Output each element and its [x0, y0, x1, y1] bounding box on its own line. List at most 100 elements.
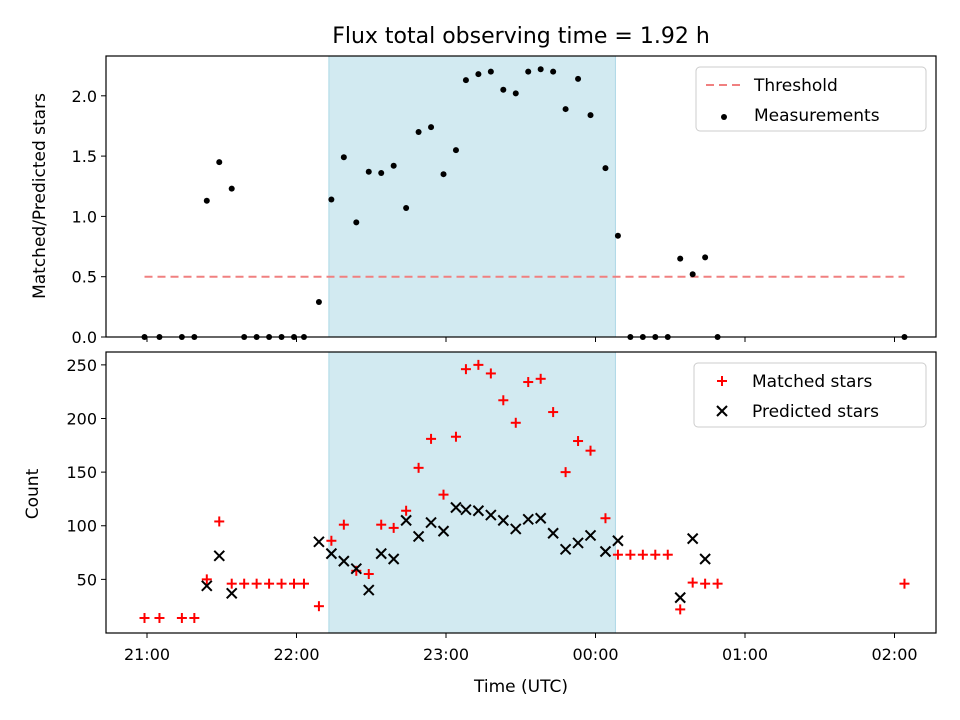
data-point	[328, 196, 335, 203]
data-point	[154, 612, 165, 623]
data-point	[525, 68, 532, 75]
y-tick-label: 100	[66, 517, 97, 536]
data-point	[313, 601, 324, 612]
data-point	[702, 254, 709, 261]
data-point	[573, 436, 584, 447]
data-point	[437, 525, 450, 537]
data-point	[264, 578, 275, 589]
data-point	[559, 543, 572, 556]
legend-label: Predicted stars	[752, 402, 879, 422]
x-marker-b	[400, 514, 412, 527]
data-point	[176, 612, 187, 623]
y-tick-label: 1.5	[72, 147, 97, 166]
y-tick-label: 0.0	[72, 328, 97, 347]
data-point	[612, 549, 623, 560]
x-marker-b	[450, 501, 462, 514]
data-point	[376, 519, 387, 530]
x-marker-b	[313, 536, 325, 548]
data-point	[415, 128, 422, 135]
data-point	[585, 445, 596, 456]
data-point	[213, 550, 225, 562]
x-marker-b	[522, 513, 534, 526]
data-point	[712, 578, 723, 589]
data-point	[473, 359, 484, 370]
data-point	[298, 578, 309, 589]
x-marker-b	[213, 550, 225, 562]
data-point	[450, 431, 461, 442]
data-point	[686, 532, 699, 545]
x-marker-b	[599, 545, 612, 558]
data-point	[325, 547, 338, 560]
bottom-y-axis-label: Count	[23, 468, 43, 519]
x-marker-b	[559, 543, 572, 556]
data-point	[450, 501, 462, 514]
data-point	[575, 75, 582, 82]
data-point	[689, 271, 696, 278]
data-point	[662, 549, 673, 560]
data-point	[700, 578, 711, 589]
data-point	[560, 467, 571, 478]
x-marker-b	[226, 587, 238, 600]
data-point	[899, 578, 910, 589]
x-marker-b	[350, 562, 363, 575]
data-point	[378, 169, 385, 176]
data-point	[289, 578, 300, 589]
data-point	[239, 578, 250, 589]
data-point	[584, 529, 597, 542]
x-marker-b	[375, 547, 387, 560]
data-point	[228, 185, 235, 192]
data-point	[363, 569, 374, 580]
data-point	[599, 545, 612, 558]
data-point	[438, 489, 449, 500]
plot-frame	[105, 351, 937, 634]
legend-label: Threshold	[753, 76, 838, 96]
x-marker-b	[534, 512, 547, 524]
x-tick-label: 22:00	[273, 645, 319, 664]
data-point	[350, 562, 363, 575]
data-point	[214, 516, 225, 527]
y-tick-label: 1.0	[72, 207, 97, 226]
chart-title: Flux total observing time = 1.92 h	[332, 24, 710, 49]
data-point	[614, 232, 621, 239]
data-point	[452, 147, 459, 154]
y-tick-label: 0.5	[72, 268, 97, 287]
legend: Matched stars Predicted stars	[693, 362, 927, 428]
data-point	[353, 219, 360, 226]
data-point	[426, 433, 437, 444]
data-point	[400, 514, 412, 527]
legend-box	[693, 362, 927, 428]
x-marker-b	[460, 503, 472, 516]
data-point	[475, 71, 482, 78]
data-point	[226, 587, 238, 600]
x-marker-b	[338, 555, 350, 567]
legend-label: Matched stars	[752, 372, 872, 392]
data-point	[547, 527, 559, 539]
legend: Threshold Measurements	[695, 66, 927, 132]
data-point	[487, 68, 494, 75]
y-tick-label: 200	[66, 409, 97, 428]
data-point	[500, 86, 507, 93]
x-marker-b	[425, 516, 437, 529]
x-tick-label: 23:00	[423, 645, 469, 664]
plot-frame	[105, 55, 937, 338]
data-point	[326, 535, 337, 546]
data-point	[535, 373, 546, 384]
data-point	[412, 530, 425, 543]
data-point	[428, 124, 435, 131]
data-point	[512, 90, 519, 97]
data-point	[677, 255, 684, 262]
data-point	[216, 159, 223, 166]
data-point	[548, 407, 559, 418]
data-point	[687, 577, 698, 588]
x-axis-label: Time (UTC)	[473, 677, 568, 697]
x-marker-b	[572, 537, 584, 549]
x-marker-b	[325, 547, 338, 560]
data-point	[440, 171, 447, 178]
data-point	[602, 165, 609, 172]
legend-label: Measurements	[754, 106, 880, 126]
x-tick-label: 02:00	[871, 645, 917, 664]
x-marker-b	[485, 509, 497, 521]
data-point	[485, 509, 497, 521]
data-point	[498, 395, 509, 406]
